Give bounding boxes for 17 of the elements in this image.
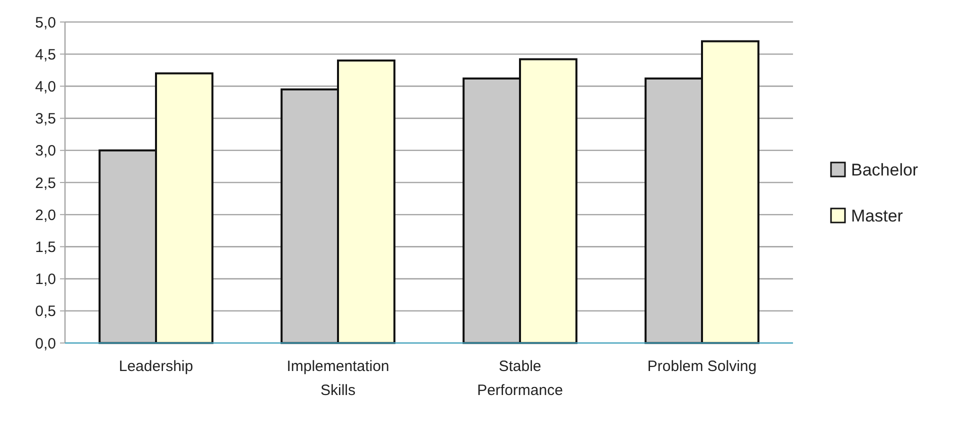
legend-label: Master (851, 206, 904, 226)
x-tick-label: Implementation Skills (286, 358, 390, 399)
y-tick-label: 2,5 (35, 174, 56, 192)
y-tick-label: 3,5 (35, 110, 56, 128)
y-tick-label: 0,5 (35, 303, 56, 320)
x-tick-label: Leadership (118, 358, 194, 375)
y-tick-label: 1,0 (35, 271, 56, 288)
x-tick-label: Problem Solving (647, 358, 757, 375)
y-tick-label: 3,0 (35, 142, 56, 160)
legend-label: Bachelor (851, 160, 918, 180)
y-tick-label: 5,0 (35, 14, 56, 32)
x-tick-label: Stable Performance (477, 358, 563, 399)
y-tick-label: 2,0 (35, 206, 56, 224)
y-tick-label: 4,0 (35, 78, 56, 96)
y-tick-label: 0,0 (35, 335, 56, 352)
y-tick-label: 1,5 (35, 238, 56, 256)
y-tick-label: 4,5 (35, 46, 56, 64)
